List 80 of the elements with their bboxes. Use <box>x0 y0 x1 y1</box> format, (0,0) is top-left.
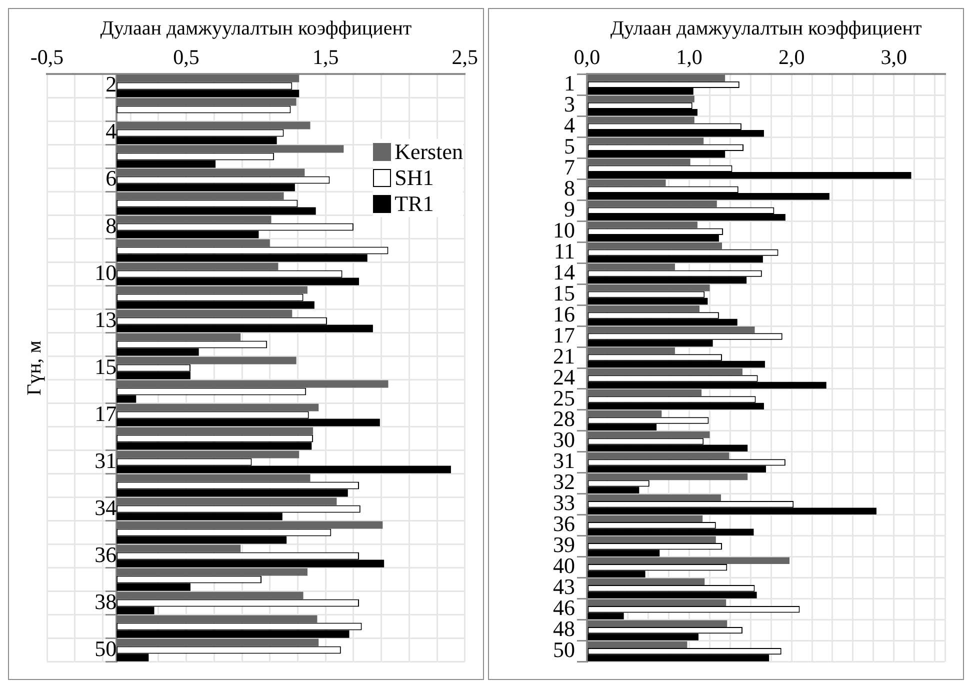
y-tick-label: 2 <box>106 72 117 97</box>
legend-label: SH1 <box>394 165 434 191</box>
bar <box>116 427 314 435</box>
y-tick-label: 13 <box>94 306 117 332</box>
x-tick-label: 0,5 <box>173 45 200 70</box>
bar <box>588 263 675 270</box>
bar <box>588 515 703 522</box>
legend-label: Kersten <box>394 139 463 165</box>
x-tick-label: 1,5 <box>312 45 339 70</box>
bar <box>588 305 700 312</box>
bar <box>116 450 300 458</box>
x-axis-title: Дулаан дамжуулалтын коэффициент <box>610 17 922 40</box>
bar <box>588 620 728 627</box>
bar <box>116 638 319 646</box>
bar <box>588 473 748 480</box>
y-tick-label: 8 <box>106 212 117 238</box>
y-tick-label: 6 <box>106 166 117 191</box>
y-tick-label: 10 <box>94 260 117 285</box>
x-tick-label: 1,0 <box>676 45 702 70</box>
bar <box>116 98 296 106</box>
y-tick-label: 15 <box>94 354 117 379</box>
bar <box>588 326 755 334</box>
bar <box>116 356 296 364</box>
bar <box>116 310 292 318</box>
bar <box>588 536 716 544</box>
bar <box>116 168 305 176</box>
bar <box>588 96 694 102</box>
bar <box>588 389 702 396</box>
bar <box>588 158 690 166</box>
bar <box>116 568 308 576</box>
bar <box>588 222 698 228</box>
bar <box>588 599 726 606</box>
bar <box>588 138 704 144</box>
bar <box>588 116 694 124</box>
bar <box>588 431 710 438</box>
bar <box>588 368 742 376</box>
bar <box>116 404 319 412</box>
y-tick-label: 34 <box>94 494 117 520</box>
legend-label: TR1 <box>394 191 434 217</box>
bar <box>588 452 730 460</box>
bar <box>116 74 300 82</box>
bar <box>588 200 717 208</box>
bar <box>116 262 278 270</box>
x-tick-label: 3,0 <box>880 45 907 70</box>
bar <box>116 239 270 247</box>
y-tick-label: 36 <box>94 542 117 567</box>
bar <box>116 333 241 341</box>
bar <box>588 494 721 502</box>
bar <box>116 592 304 600</box>
x-tick-label: 0,0 <box>574 45 600 70</box>
bar <box>116 615 318 623</box>
x-axis-title: Дулаан дамжуулалтын коэффициент <box>100 17 412 40</box>
y-axis-title: Гүн, м <box>23 340 46 396</box>
bar <box>588 74 726 82</box>
bar <box>116 216 272 224</box>
y-tick-label: 50 <box>94 636 117 661</box>
bar <box>116 286 308 294</box>
y-tick-label: 17 <box>94 400 117 426</box>
y-tick-label: 4 <box>106 118 117 144</box>
bar <box>116 192 284 200</box>
bar <box>588 410 662 418</box>
x-tick-label: 2,5 <box>452 45 478 70</box>
x-tick-label: -0,5 <box>30 45 64 70</box>
y-tick-label: 31 <box>94 448 117 473</box>
bar <box>588 347 675 354</box>
bar <box>116 544 241 552</box>
bar <box>116 498 337 506</box>
bar <box>116 145 344 153</box>
y-tick-label: 38 <box>94 588 117 614</box>
bar <box>116 122 310 130</box>
bar <box>116 474 310 482</box>
bar <box>588 284 710 292</box>
bar <box>116 380 388 388</box>
bar <box>588 578 705 585</box>
bar <box>588 242 722 250</box>
x-tick-label: 2,0 <box>778 45 805 70</box>
bar <box>588 557 790 564</box>
bar <box>588 641 688 648</box>
bar <box>588 180 666 186</box>
bar <box>116 521 383 529</box>
